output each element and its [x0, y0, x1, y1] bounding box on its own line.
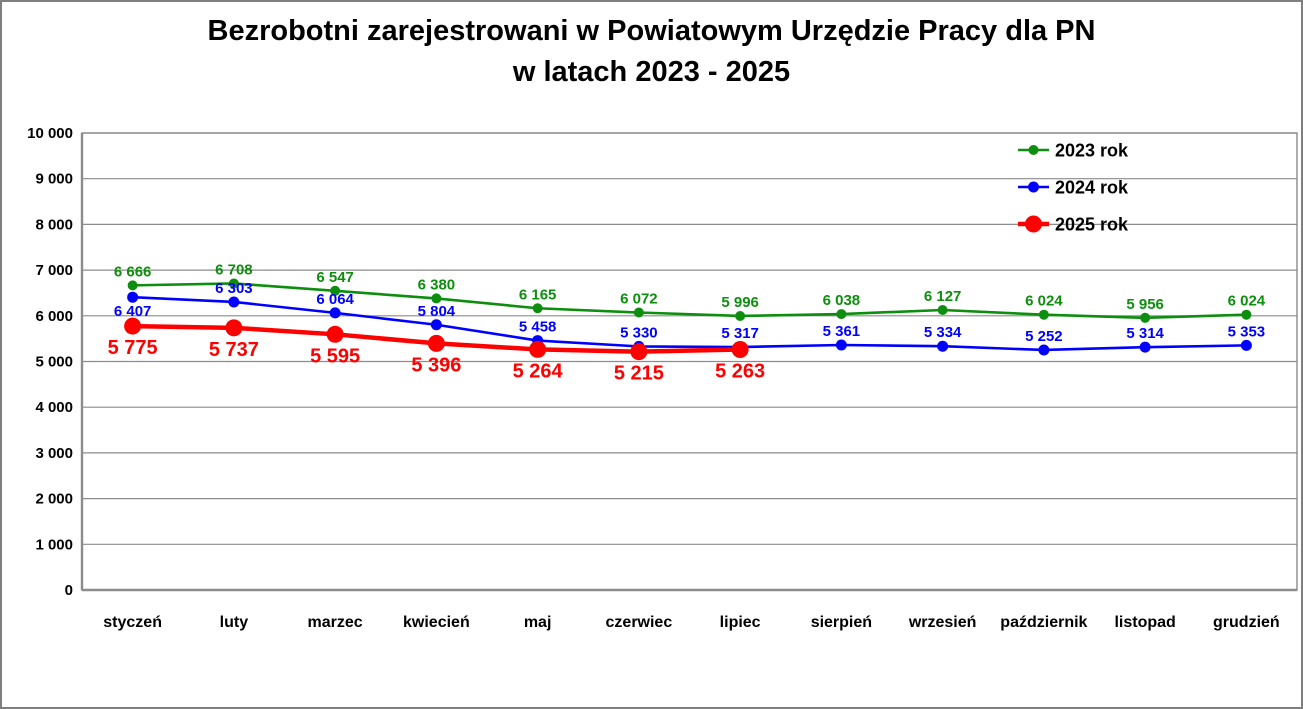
data-label: 5 458 [519, 319, 557, 336]
legend-item-2023-rok: 2023 rok [1018, 141, 1129, 161]
data-point [127, 291, 139, 303]
data-point [735, 310, 746, 321]
data-point [430, 319, 442, 331]
data-label: 5 263 [715, 360, 765, 382]
data-label: 6 303 [215, 280, 253, 297]
x-axis-label-sierpień: sierpień [811, 614, 872, 631]
data-label: 6 407 [114, 303, 152, 320]
data-label: 6 072 [620, 291, 658, 308]
data-label: 6 127 [924, 288, 962, 305]
x-axis-label-styczeń: styczeń [103, 614, 162, 631]
data-label: 5 215 [614, 363, 664, 385]
data-point [835, 339, 847, 351]
data-point [1240, 339, 1252, 351]
data-point [1139, 341, 1151, 353]
data-label: 5 956 [1126, 296, 1164, 313]
data-label: 5 996 [721, 294, 759, 311]
y-axis-tick-label: 3 000 [35, 445, 73, 462]
y-axis-tick-label: 10 000 [27, 125, 73, 142]
data-point [1241, 309, 1252, 320]
legend-label: 2025 rok [1055, 215, 1129, 235]
data-label: 6 547 [316, 269, 354, 286]
series-line-2024-rok [132, 295, 1247, 352]
x-axis-label-marzec: marzec [308, 614, 363, 631]
data-point [431, 293, 442, 304]
data-point [633, 307, 644, 318]
y-axis-tick-label: 4 000 [35, 399, 73, 416]
data-label: 5 317 [721, 325, 759, 342]
data-point [836, 309, 847, 320]
data-point [937, 304, 948, 315]
data-label: 5 334 [924, 324, 962, 341]
data-label: 5 595 [310, 345, 360, 367]
legend-marker [1028, 145, 1039, 155]
data-label: 6 024 [1228, 293, 1266, 310]
y-axis-tick-label: 5 000 [35, 354, 73, 371]
series-line-2023-rok [132, 282, 1247, 320]
data-point [225, 319, 243, 337]
data-point [427, 334, 445, 352]
data-label: 6 064 [316, 291, 354, 308]
legend-label: 2024 rok [1055, 178, 1129, 198]
data-point [731, 340, 749, 358]
x-axis-label-lipiec: lipiec [720, 614, 761, 631]
x-axis-label-wrzesień: wrzesień [908, 614, 977, 631]
data-label: 6 165 [519, 286, 557, 303]
chart-title: Bezrobotni zarejestrowani w Powiatowym U… [2, 11, 1301, 93]
chart-title-line-1: Bezrobotni zarejestrowani w Powiatowym U… [207, 15, 1096, 47]
data-label: 6 708 [215, 261, 253, 278]
data-point [330, 285, 341, 296]
x-axis-label-luty: luty [220, 614, 249, 631]
y-axis-tick-label: 6 000 [35, 308, 73, 325]
data-label: 5 330 [620, 324, 658, 341]
x-axis-label-czerwiec: czerwiec [606, 614, 673, 631]
legend-item-2024-rok: 2024 rok [1018, 178, 1129, 198]
data-label: 5 775 [108, 337, 158, 359]
x-axis-label-kwiecień: kwiecień [403, 614, 470, 631]
x-axis-label-listopad: listopad [1114, 614, 1175, 631]
data-point [1038, 344, 1050, 356]
data-label: 5 353 [1228, 323, 1266, 340]
data-point [127, 280, 138, 291]
chart-title-line-2: w latach 2023 - 2025 [512, 56, 791, 89]
data-label: 6 666 [114, 263, 152, 280]
data-label: 5 361 [823, 323, 861, 340]
y-axis-tick-label: 1 000 [35, 536, 73, 553]
data-point [228, 278, 239, 289]
data-point [1038, 309, 1049, 320]
data-point [326, 325, 344, 343]
legend-marker [1025, 215, 1042, 233]
y-axis-tick-label: 2 000 [35, 491, 73, 508]
data-label: 5 252 [1025, 328, 1063, 345]
data-label: 6 024 [1025, 293, 1063, 310]
data-point [329, 307, 341, 319]
data-point [529, 340, 547, 358]
data-label: 5 396 [411, 354, 461, 376]
x-axis-label-grudzień: grudzień [1213, 614, 1280, 631]
x-axis-label-maj: maj [524, 614, 552, 631]
data-label: 5 737 [209, 339, 259, 361]
data-point [937, 340, 949, 352]
data-label: 5 804 [418, 303, 456, 320]
legend-item-2025-rok: 2025 rok [1018, 215, 1129, 235]
data-label: 5 314 [1126, 325, 1164, 342]
data-point [630, 343, 648, 361]
y-axis-tick-label: 0 [65, 582, 73, 599]
legend-label: 2023 rok [1055, 141, 1129, 161]
x-axis-label-październik: październik [1000, 614, 1087, 631]
y-axis-tick-label: 7 000 [35, 262, 73, 279]
data-label: 5 264 [513, 360, 564, 382]
data-point [532, 303, 543, 314]
y-axis-tick-label: 9 000 [35, 171, 73, 188]
data-point [228, 296, 240, 308]
data-label: 6 380 [418, 276, 456, 293]
y-axis-tick-label: 8 000 [35, 216, 73, 233]
legend-marker [1028, 181, 1039, 193]
data-point [124, 317, 142, 335]
data-label: 6 038 [823, 292, 861, 309]
data-point [1140, 312, 1151, 323]
